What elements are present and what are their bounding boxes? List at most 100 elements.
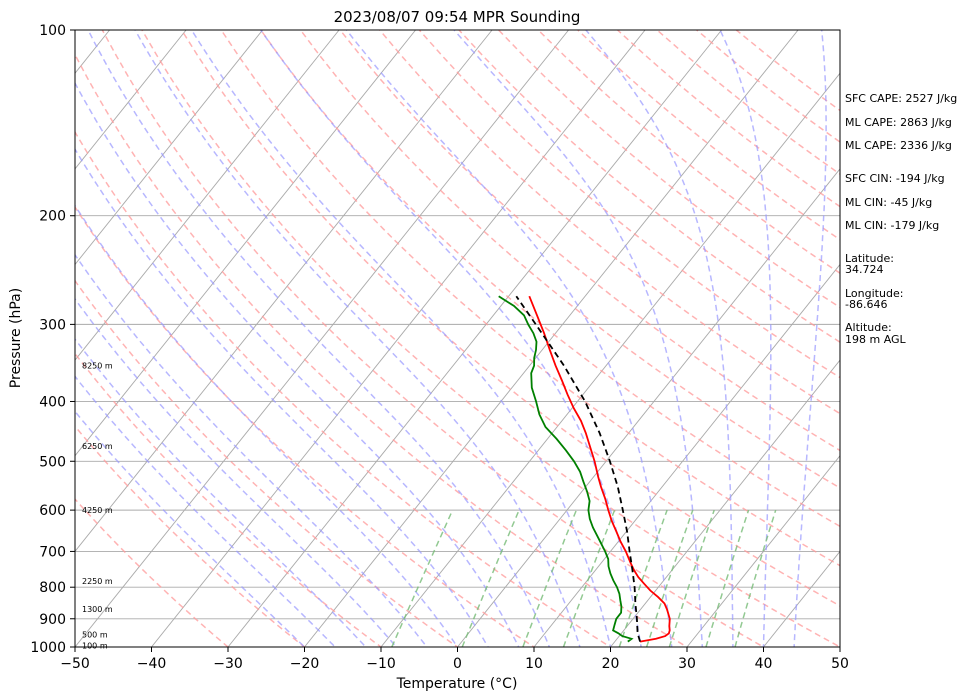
x-tick-label: 10 <box>525 656 543 672</box>
moist-adiabat-line <box>75 147 489 647</box>
height-label: 4250 m <box>82 506 113 515</box>
sounding-annotation: 198 m AGL <box>845 333 907 346</box>
moist-adiabat-line <box>75 410 306 647</box>
y-tick-label: 900 <box>39 612 66 628</box>
x-tick-label: −40 <box>137 656 167 672</box>
chart-title: 2023/08/07 09:54 MPR Sounding <box>334 8 581 26</box>
mixing-ratio-line <box>668 509 715 647</box>
y-tick-label: 300 <box>39 317 66 333</box>
sounding-annotation: Altitude: <box>845 321 892 334</box>
dewpoint-profile-line <box>498 295 634 643</box>
mixing-ratio-line <box>461 509 520 647</box>
mixing-ratio-line <box>562 509 616 647</box>
parcel-profile-line <box>515 295 641 642</box>
isotherm-line <box>75 30 263 266</box>
moist-adiabat-line <box>75 204 459 647</box>
x-tick-label: −50 <box>60 656 90 672</box>
moist-adiabat-line <box>75 375 337 647</box>
y-tick-label: 500 <box>39 454 66 470</box>
moist-adiabat-line <box>793 30 827 647</box>
height-label: 2250 m <box>82 577 113 586</box>
y-tick-label: 100 <box>39 23 66 39</box>
moist-adiabat-line <box>585 30 734 647</box>
y-tick-label: 400 <box>39 394 66 410</box>
x-tick-label: −30 <box>213 656 243 672</box>
x-tick-label: 30 <box>678 656 696 672</box>
mixing-ratio-line <box>705 509 750 647</box>
sounding-annotation: 34.724 <box>845 263 884 276</box>
isotherm-line <box>75 30 187 170</box>
sounding-annotation: ML CAPE: 2336 J/kg <box>845 139 952 152</box>
dry-adiabat-line <box>260 30 840 528</box>
moist-adiabat-line <box>719 30 772 647</box>
moist-adiabat-line <box>75 81 520 647</box>
height-label: 1300 m <box>82 605 113 614</box>
moist-adiabat-line <box>75 253 428 647</box>
isotherm-line <box>151 30 646 647</box>
height-label: 100 m <box>82 642 108 651</box>
mixing-ratio-line <box>522 509 578 647</box>
sounding-annotation: SFC CAPE: 2527 J/kg <box>845 92 957 105</box>
moist-adiabat-line <box>453 30 704 647</box>
dry-adiabat-line <box>75 352 383 647</box>
sounding-annotation: Longitude: <box>845 287 903 300</box>
isotherm-line <box>75 30 493 553</box>
moist-adiabat-line <box>134 30 581 647</box>
dry-adiabat-line <box>75 205 536 647</box>
sounding-annotation: -86.646 <box>845 298 887 311</box>
dry-adiabat-line <box>75 498 230 647</box>
mixing-ratio-line <box>618 509 668 647</box>
height-label: 8250 m <box>82 362 113 371</box>
height-label: 500 m <box>82 631 108 640</box>
x-tick-label: 50 <box>831 656 849 672</box>
dry-adiabat-line <box>180 30 840 607</box>
dry-adiabat-line <box>75 53 689 647</box>
mixing-ratio-line <box>734 509 777 647</box>
y-tick-label: 800 <box>39 580 66 596</box>
moist-adiabat-line <box>75 297 398 647</box>
isotherm-line <box>75 30 569 647</box>
sounding-annotation: Latitude: <box>845 252 894 265</box>
isotherm-line <box>304 30 799 647</box>
sounding-annotation: ML CIN: -45 J/kg <box>845 196 932 209</box>
moist-adiabat-line <box>87 30 551 647</box>
x-tick-label: −10 <box>366 656 396 672</box>
dry-adiabat-line <box>75 425 306 647</box>
isotherm-line <box>610 359 840 647</box>
y-axis-label: Pressure (hPa) <box>8 288 24 388</box>
temperature-profile-line <box>528 295 671 643</box>
sounding-annotation: SFC CIN: -194 J/kg <box>845 172 945 185</box>
x-tick-label: 20 <box>602 656 620 672</box>
dry-adiabat-line <box>220 30 840 567</box>
dry-adiabat-line <box>299 30 840 489</box>
mixing-ratio-line <box>645 509 694 647</box>
y-tick-label: 1000 <box>30 640 66 656</box>
y-tick-label: 200 <box>39 209 66 225</box>
sounding-annotation: ML CIN: -179 J/kg <box>845 219 939 232</box>
y-tick-label: 700 <box>39 544 66 560</box>
x-tick-label: 0 <box>453 656 462 672</box>
dry-adiabat-line <box>75 130 612 647</box>
moist-adiabat-line <box>190 30 612 647</box>
sounding-annotation: ML CAPE: 2863 J/kg <box>845 116 952 129</box>
dry-adiabat-line <box>75 279 459 647</box>
isotherm-line <box>533 263 840 647</box>
dry-adiabat-line <box>141 30 840 647</box>
isotherm-line <box>75 30 340 361</box>
moist-adiabat-line <box>75 337 367 647</box>
x-tick-label: −20 <box>290 656 320 672</box>
dry-adiabat-line <box>418 30 840 379</box>
x-tick-label: 40 <box>755 656 773 672</box>
isotherm-line <box>75 30 416 457</box>
isotherm-line <box>686 455 840 647</box>
dry-adiabat-line <box>101 30 766 647</box>
isotherm-line <box>227 30 722 647</box>
moist-adiabat-line <box>260 30 642 647</box>
dry-adiabat-line <box>458 30 840 344</box>
mixing-ratio-line <box>391 509 454 647</box>
y-tick-label: 600 <box>39 503 66 519</box>
height-label: 6250 m <box>82 442 113 451</box>
x-axis-label: Temperature (°C) <box>396 676 518 692</box>
isotherm-line <box>380 72 840 647</box>
